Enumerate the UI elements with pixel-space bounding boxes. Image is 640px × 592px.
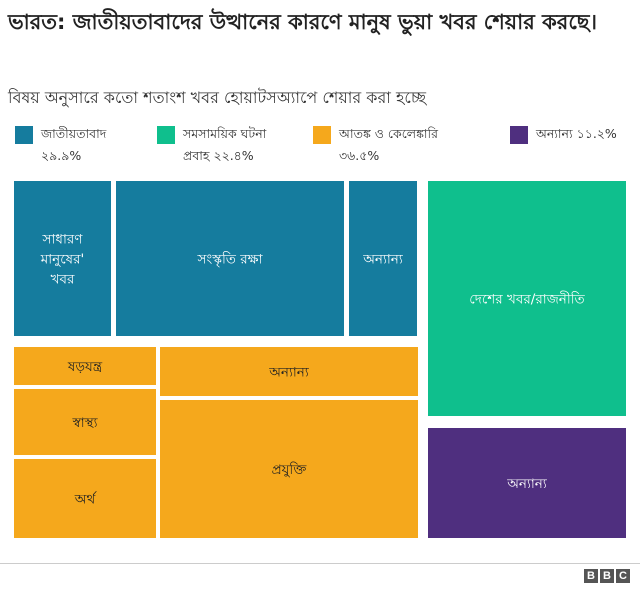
treemap-cell — [160, 347, 418, 396]
treemap-cell — [14, 389, 156, 455]
treemap-cell — [14, 459, 156, 538]
treemap-cell — [14, 181, 111, 336]
legend-label: জাতীয়তাবাদ — [41, 126, 107, 141]
chart-title: ভারত: জাতীয়তাবাদের উত্থানের কারণে মানুষ… — [8, 10, 597, 34]
legend-percent: ৩৬.৫% — [339, 148, 380, 163]
legend-percent: ২৯.৯% — [41, 148, 82, 163]
legend-swatch — [15, 126, 33, 144]
legend-label: সমসাময়িক ঘটনা — [183, 126, 267, 141]
treemap-cell-label: সংস্কৃতি রক্ষা — [196, 251, 263, 268]
bbc-logo-letter: C — [616, 569, 630, 583]
treemap-cell-label: প্রযুক্তি — [272, 461, 308, 478]
legend-swatch — [313, 126, 331, 144]
treemap-cell-label: অর্থ — [74, 491, 98, 508]
treemap-cell — [428, 181, 626, 416]
bbc-logo: B B C — [584, 569, 630, 583]
legend-label: আতঙ্ক ও কেলেঙ্কারি — [339, 126, 438, 141]
chart-subtitle: বিষয় অনুসারে কতো শতাংশ খবর হোয়াটসঅ্যাপ… — [8, 88, 426, 107]
legend-percent: প্রবাহ ২২.৪% — [183, 148, 254, 163]
legend-swatch — [510, 126, 528, 144]
bbc-logo-letter: B — [600, 569, 614, 583]
legend-label: অন্যান্য ১১.২% — [536, 126, 617, 141]
treemap-cell — [14, 347, 156, 385]
treemap-cell — [349, 181, 417, 336]
bbc-logo-letter: B — [584, 569, 598, 583]
treemap-cell-label: ষড়যন্ত্র — [67, 359, 103, 375]
footer-divider — [0, 563, 640, 564]
treemap-cell-label: স্বাস্থ্য — [72, 415, 99, 431]
treemap-cell-label: সাধারণ মানুষের' খবর — [40, 232, 84, 288]
treemap-cell — [160, 400, 418, 538]
treemap-cell-label: দেশের খবর/রাজনীতি — [469, 291, 585, 308]
legend-swatch — [157, 126, 175, 144]
treemap-cell-label: অন্যান্য — [506, 476, 548, 492]
treemap-cell — [428, 428, 626, 538]
treemap-cell-label: অন্যান্য — [268, 365, 310, 381]
treemap-cell-label: অন্যান্য — [362, 252, 404, 268]
treemap-cell — [116, 181, 344, 336]
